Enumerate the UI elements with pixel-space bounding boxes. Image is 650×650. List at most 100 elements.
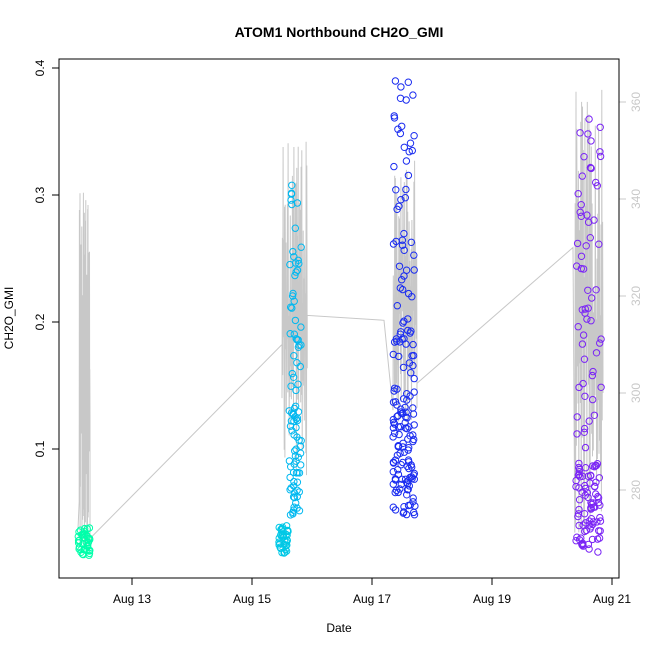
data-point-group-4 bbox=[589, 503, 598, 511]
data-point-group-2 bbox=[288, 292, 297, 300]
y2-tick-label: 320 bbox=[629, 286, 643, 306]
data-point-group-4 bbox=[577, 201, 585, 209]
data-point-group-3 bbox=[394, 488, 402, 497]
data-point-group-3 bbox=[395, 262, 404, 270]
data-point-group-3 bbox=[401, 475, 410, 483]
secondary-line-layer bbox=[77, 89, 604, 547]
data-point-group-4 bbox=[588, 535, 597, 544]
data-point-group-3 bbox=[399, 319, 407, 327]
data-point-group-3 bbox=[392, 186, 400, 194]
data-point-group-2 bbox=[293, 504, 301, 512]
data-point-group-2 bbox=[294, 336, 302, 344]
data-point-group-4 bbox=[579, 331, 588, 339]
data-point-group-4 bbox=[579, 379, 587, 388]
data-point-group-2 bbox=[293, 359, 301, 367]
data-point-group-1 bbox=[276, 539, 284, 548]
data-point-group-3 bbox=[404, 78, 412, 86]
data-point-group-3 bbox=[396, 129, 405, 138]
data-point-group-3 bbox=[406, 432, 414, 440]
data-point-group-3 bbox=[401, 418, 409, 427]
data-point-group-3 bbox=[398, 276, 406, 284]
data-point-group-3 bbox=[409, 437, 417, 446]
data-point-group-2 bbox=[290, 330, 298, 338]
data-point-group-3 bbox=[405, 482, 413, 490]
data-point-group-3 bbox=[404, 326, 412, 335]
data-point-group-2 bbox=[290, 352, 298, 360]
data-point-group-4 bbox=[594, 492, 602, 501]
data-point-group-3 bbox=[393, 302, 401, 310]
data-point-group-4 bbox=[587, 317, 595, 325]
data-point-group-4 bbox=[596, 123, 604, 132]
data-point-group-3 bbox=[403, 491, 411, 499]
chart-title: ATOM1 Northbound CH2O_GMI bbox=[235, 24, 444, 40]
data-point-group-4 bbox=[577, 212, 585, 221]
data-point-group-4 bbox=[594, 548, 602, 556]
data-point-group-4 bbox=[576, 208, 584, 217]
data-point-group-1 bbox=[276, 543, 284, 551]
data-point-group-4 bbox=[589, 367, 597, 376]
data-point-group-4 bbox=[575, 468, 583, 476]
data-point-group-4 bbox=[581, 519, 590, 527]
data-point-group-4 bbox=[590, 216, 598, 224]
data-point-group-4 bbox=[586, 471, 595, 479]
data-point-group-3 bbox=[393, 401, 401, 409]
data-point-group-2 bbox=[287, 382, 295, 390]
data-point-group-4 bbox=[575, 484, 583, 492]
data-point-group-3 bbox=[403, 414, 411, 422]
data-point-group-2 bbox=[295, 259, 303, 268]
data-point-group-3 bbox=[406, 139, 415, 147]
data-point-group-3 bbox=[402, 96, 410, 104]
data-point-group-3 bbox=[396, 423, 405, 431]
data-point-group-3 bbox=[404, 315, 412, 323]
data-point-group-2 bbox=[288, 369, 296, 378]
data-point-group-4 bbox=[584, 130, 592, 138]
data-point-group-2 bbox=[286, 473, 294, 482]
data-point-group-3 bbox=[402, 157, 411, 165]
data-point-group-3 bbox=[389, 350, 397, 359]
data-point-group-3 bbox=[400, 317, 408, 325]
data-point-group-4 bbox=[585, 115, 593, 123]
data-point-group-4 bbox=[596, 527, 604, 535]
data-point-group-3 bbox=[406, 473, 414, 482]
data-point-group-4 bbox=[595, 534, 604, 542]
data-point-group-4 bbox=[590, 411, 599, 419]
data-point-group-3 bbox=[389, 424, 398, 432]
data-point-group-3 bbox=[392, 486, 401, 494]
data-point-group-3 bbox=[390, 338, 399, 346]
data-point-group-2 bbox=[292, 268, 300, 276]
data-point-group-2 bbox=[294, 468, 302, 477]
data-point-group-2 bbox=[292, 499, 300, 507]
data-point-group-4 bbox=[589, 395, 597, 404]
data-point-group-0 bbox=[80, 545, 89, 554]
data-point-group-3 bbox=[410, 388, 418, 396]
data-point-group-4 bbox=[591, 462, 600, 470]
data-point-group-4 bbox=[575, 383, 583, 392]
y-tick-label: 0.2 bbox=[33, 313, 47, 330]
data-point-group-3 bbox=[401, 194, 409, 202]
data-point-group-4 bbox=[574, 190, 582, 198]
data-point-group-3 bbox=[406, 501, 414, 509]
data-point-group-2 bbox=[286, 422, 295, 430]
data-point-group-4 bbox=[584, 286, 592, 294]
data-point-group-4 bbox=[572, 476, 580, 485]
data-point-group-4 bbox=[576, 129, 584, 137]
data-point-group-4 bbox=[594, 494, 603, 502]
data-point-group-3 bbox=[403, 480, 412, 488]
data-point-group-4 bbox=[588, 294, 596, 302]
data-point-group-0 bbox=[76, 526, 85, 534]
data-point-group-2 bbox=[288, 304, 296, 312]
data-point-group-0 bbox=[84, 534, 93, 543]
data-point-group-2 bbox=[285, 457, 294, 465]
y2-tick-label: 340 bbox=[629, 189, 643, 209]
data-point-group-4 bbox=[586, 163, 595, 172]
data-point-group-4 bbox=[587, 515, 596, 523]
data-point-group-3 bbox=[402, 266, 411, 274]
data-point-group-2 bbox=[289, 247, 297, 256]
data-point-group-3 bbox=[410, 132, 418, 140]
data-point-group-4 bbox=[585, 417, 593, 425]
y2-tick-label: 360 bbox=[629, 92, 643, 112]
data-point-group-4 bbox=[596, 148, 604, 156]
data-point-group-2 bbox=[290, 477, 298, 486]
data-point-group-4 bbox=[578, 306, 586, 314]
data-point-group-4 bbox=[578, 539, 587, 547]
